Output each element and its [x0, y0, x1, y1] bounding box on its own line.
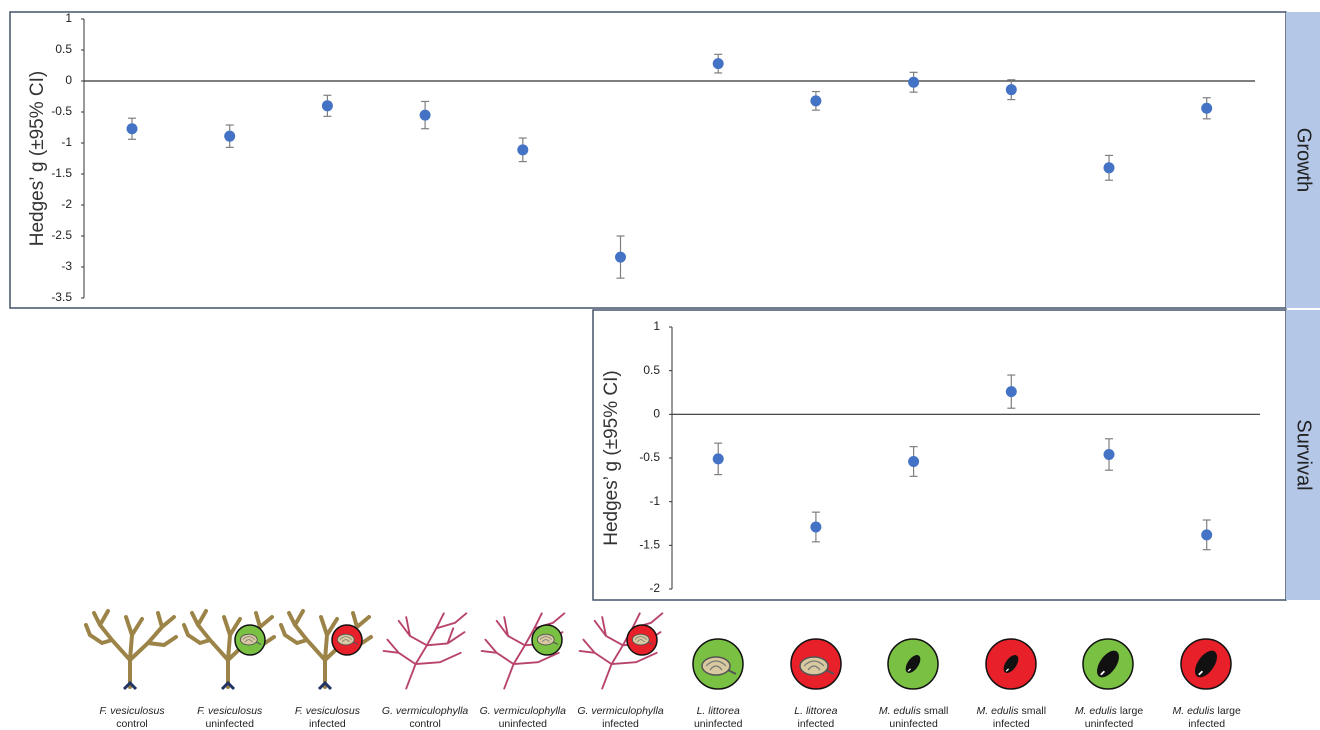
- point: [908, 456, 919, 467]
- point: [810, 95, 821, 106]
- y-axis-label: Hedges’ g (±95% CI): [601, 370, 622, 546]
- point: [1104, 162, 1115, 173]
- point: [908, 77, 919, 88]
- category-species: F. vesiculosus: [99, 705, 165, 717]
- category-label: F. vesiculosus: [295, 705, 361, 717]
- y-tick-label: -1: [649, 494, 660, 508]
- category-status: uninfected: [499, 718, 548, 730]
- point: [1006, 386, 1017, 397]
- point: [322, 100, 333, 111]
- y-tick-label: 1: [653, 319, 660, 333]
- panel-label: Survival: [1293, 419, 1315, 490]
- category-size: small: [1022, 705, 1047, 717]
- category-status: infected: [602, 718, 639, 730]
- category-status: uninfected: [889, 718, 938, 730]
- category-species: M. edulis: [1075, 705, 1118, 717]
- y-tick-label: -2: [649, 581, 660, 595]
- category-label: G. vermiculophylla: [480, 705, 567, 717]
- y-tick-label: 0.5: [643, 363, 660, 377]
- y-tick-label: 1: [65, 11, 72, 25]
- panel-frame: [593, 310, 1286, 600]
- icons: [86, 611, 1231, 689]
- y-tick-label: -1: [61, 135, 72, 149]
- category-species: L. littorea: [697, 705, 740, 717]
- point: [420, 110, 431, 121]
- category-label: G. vermiculophylla: [577, 705, 664, 717]
- y-tick-label: -0.5: [51, 104, 72, 118]
- panel-frame: [10, 12, 1286, 308]
- category-status: infected: [798, 718, 835, 730]
- category-status: infected: [993, 718, 1030, 730]
- category-status: uninfected: [205, 718, 254, 730]
- category-species: M. edulis: [1173, 705, 1216, 717]
- category-species: L. littorea: [794, 705, 837, 717]
- category-label: G. vermiculophylla: [382, 705, 469, 717]
- category-status: uninfected: [694, 718, 743, 730]
- panel-label: Growth: [1293, 128, 1315, 192]
- category-species: G. vermiculophylla: [577, 705, 664, 717]
- point: [1201, 529, 1212, 540]
- y-tick-label: -3.5: [51, 290, 72, 304]
- y-tick-label: -1.5: [51, 166, 72, 180]
- y-tick-label: -1.5: [639, 538, 660, 552]
- y-tick-label: -3: [61, 259, 72, 273]
- category-size: large: [1218, 705, 1242, 717]
- category-species: F. vesiculosus: [295, 705, 361, 717]
- point: [1006, 84, 1017, 95]
- category-status: control: [116, 718, 148, 730]
- point: [615, 252, 626, 263]
- point: [224, 131, 235, 142]
- category-label: F. vesiculosus: [99, 705, 165, 717]
- figure: Growth Hedges’ g (±95% CI) 1 0.5 0 -0.5 -1 -1.5…: [0, 0, 1320, 730]
- point: [1104, 449, 1115, 460]
- point: [517, 144, 528, 155]
- category-species: M. edulis: [879, 705, 922, 717]
- y-tick-label: -0.5: [639, 450, 660, 464]
- category-species: F. vesiculosus: [197, 705, 263, 717]
- category-status: control: [409, 718, 441, 730]
- category-label: F. vesiculosus: [197, 705, 263, 717]
- y-tick-label: 0.5: [55, 42, 72, 56]
- y-tick-label: 0: [65, 73, 72, 87]
- category-species: G. vermiculophylla: [480, 705, 567, 717]
- category-species: M. edulis: [977, 705, 1020, 717]
- point: [713, 58, 724, 69]
- y-tick-label: 0: [653, 407, 660, 421]
- category-status: infected: [1188, 718, 1225, 730]
- category-label: L. littorea: [697, 705, 740, 717]
- category-label: L. littorea: [794, 705, 837, 717]
- y-axis-label: Hedges’ g (±95% CI): [27, 71, 48, 247]
- category-species: G. vermiculophylla: [382, 705, 469, 717]
- category-size: small: [924, 705, 949, 717]
- point: [127, 123, 138, 134]
- point: [1201, 103, 1212, 114]
- category-size: large: [1120, 705, 1144, 717]
- category-status: infected: [309, 718, 346, 730]
- point: [713, 453, 724, 464]
- y-tick-label: -2: [61, 197, 72, 211]
- category-status: uninfected: [1085, 718, 1134, 730]
- point: [810, 521, 821, 532]
- y-tick-label: -2.5: [51, 228, 72, 242]
